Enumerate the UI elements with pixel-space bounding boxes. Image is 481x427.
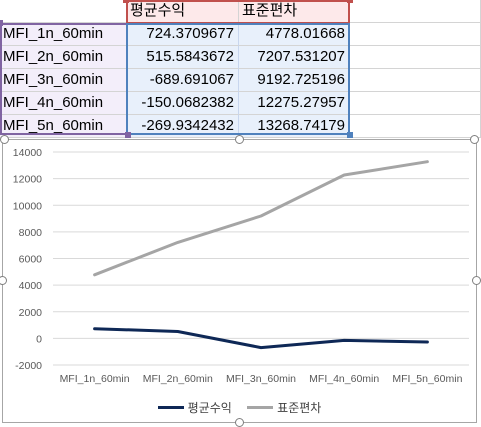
- y-tick-label: 2000: [19, 307, 43, 319]
- chart-plot-area: -2000 0 2000 4000 6000 8000 10000 12000 14000 MFI…: [13, 147, 469, 385]
- series-line-std: [93, 160, 429, 277]
- legend-label-std: 표준편차: [277, 401, 322, 415]
- y-tick-label: 8000: [19, 227, 43, 239]
- x-tick-label: MFI_2n_60min: [143, 373, 213, 385]
- range-resize-handle[interactable]: [125, 132, 131, 138]
- mean-value[interactable]: 515.5843672: [127, 46, 239, 69]
- chart-resize-handle[interactable]: [235, 135, 244, 144]
- header-cell-mean[interactable]: 평균수익: [127, 0, 239, 23]
- row-label[interactable]: MFI_4n_60min: [0, 92, 127, 115]
- cell-empty[interactable]: [350, 92, 481, 115]
- mean-value[interactable]: -689.691067: [127, 69, 239, 92]
- row-label[interactable]: MFI_2n_60min: [0, 46, 127, 69]
- range-resize-handle[interactable]: [347, 132, 353, 138]
- chart-resize-handle[interactable]: [0, 135, 9, 144]
- legend-item-std[interactable]: 표준편차: [247, 399, 321, 416]
- std-value[interactable]: 13268.74179: [239, 115, 350, 138]
- header-cell-std[interactable]: 표준편차: [239, 0, 350, 23]
- mean-value[interactable]: -150.0682382: [127, 92, 239, 115]
- legend-swatch-mean: [157, 406, 184, 409]
- y-tick-label: 6000: [19, 254, 43, 266]
- row-label[interactable]: MFI_1n_60min: [0, 23, 127, 46]
- series-line-mean: [93, 327, 429, 350]
- row-label[interactable]: MFI_3n_60min: [0, 69, 127, 92]
- chart-resize-handle[interactable]: [472, 276, 481, 285]
- cell-a1[interactable]: [0, 0, 127, 23]
- spreadsheet-grid: 평균수익 표준편차 MFI_1n_60min 724.3709677 4778.…: [0, 0, 481, 140]
- range-resize-handle[interactable]: [347, 0, 353, 3]
- cell-empty[interactable]: [350, 23, 481, 46]
- chart-legend[interactable]: 평균수익 표준편차: [3, 398, 476, 416]
- row-label[interactable]: MFI_5n_60min: [0, 115, 127, 138]
- mean-value[interactable]: 724.3709677: [127, 23, 239, 46]
- legend-swatch-std: [247, 406, 274, 409]
- cell-d1[interactable]: [350, 0, 481, 23]
- range-resize-handle[interactable]: [0, 20, 3, 26]
- legend-item-mean[interactable]: 평균수익: [157, 399, 232, 416]
- chart-resize-handle[interactable]: [0, 276, 7, 285]
- y-tick-label: 4000: [19, 280, 43, 292]
- range-resize-handle[interactable]: [123, 0, 129, 3]
- x-tick-label: MFI_5n_60min: [392, 373, 462, 385]
- mean-value[interactable]: -269.9342432: [127, 115, 239, 138]
- legend-label-mean: 평균수익: [187, 401, 232, 415]
- y-tick-label: 12000: [13, 174, 42, 186]
- y-tick-label: -2000: [15, 360, 42, 372]
- cell-empty[interactable]: [350, 69, 481, 92]
- x-tick-label: MFI_1n_60min: [60, 373, 130, 385]
- std-value[interactable]: 12275.27957: [239, 92, 350, 115]
- cell-empty[interactable]: [350, 115, 481, 138]
- cell-empty[interactable]: [350, 46, 481, 69]
- x-tick-label: MFI_3n_60min: [226, 373, 296, 385]
- y-tick-label: 14000: [13, 147, 42, 159]
- y-tick-label: 10000: [13, 200, 42, 212]
- std-value[interactable]: 7207.531207: [239, 46, 350, 69]
- line-chart[interactable]: -2000 0 2000 4000 6000 8000 10000 12000 14000 MFI…: [2, 139, 477, 423]
- std-value[interactable]: 9192.725196: [239, 69, 350, 92]
- x-tick-label: MFI_4n_60min: [309, 373, 379, 385]
- y-tick-label: 0: [36, 333, 42, 345]
- chart-resize-handle[interactable]: [470, 135, 479, 144]
- std-value[interactable]: 4778.01668: [239, 23, 350, 46]
